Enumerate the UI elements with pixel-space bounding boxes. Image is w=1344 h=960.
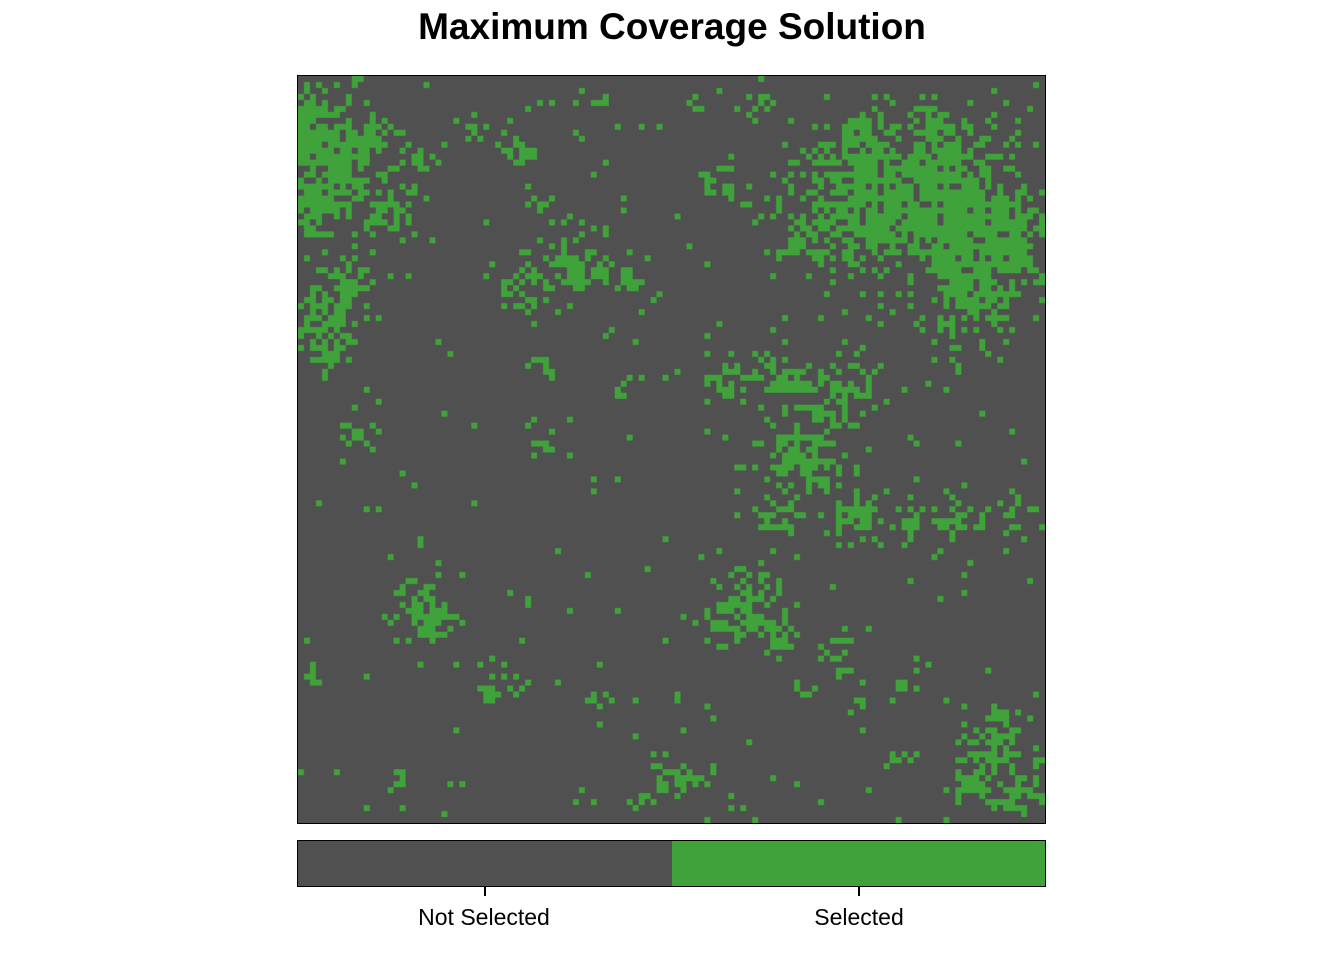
legend-label-selected: Selected (814, 904, 904, 930)
legend-swatch-selected (671, 841, 1045, 886)
legend-label-not-selected: Not Selected (418, 904, 550, 930)
legend-bar (297, 840, 1046, 887)
legend-swatch-not-selected (298, 841, 672, 886)
map-title: Maximum Coverage Solution (418, 6, 926, 47)
legend-tick-selected (858, 886, 860, 896)
legend-tick-not-selected (484, 886, 486, 896)
solution-raster-map (297, 75, 1046, 824)
raster-canvas (298, 76, 1045, 823)
